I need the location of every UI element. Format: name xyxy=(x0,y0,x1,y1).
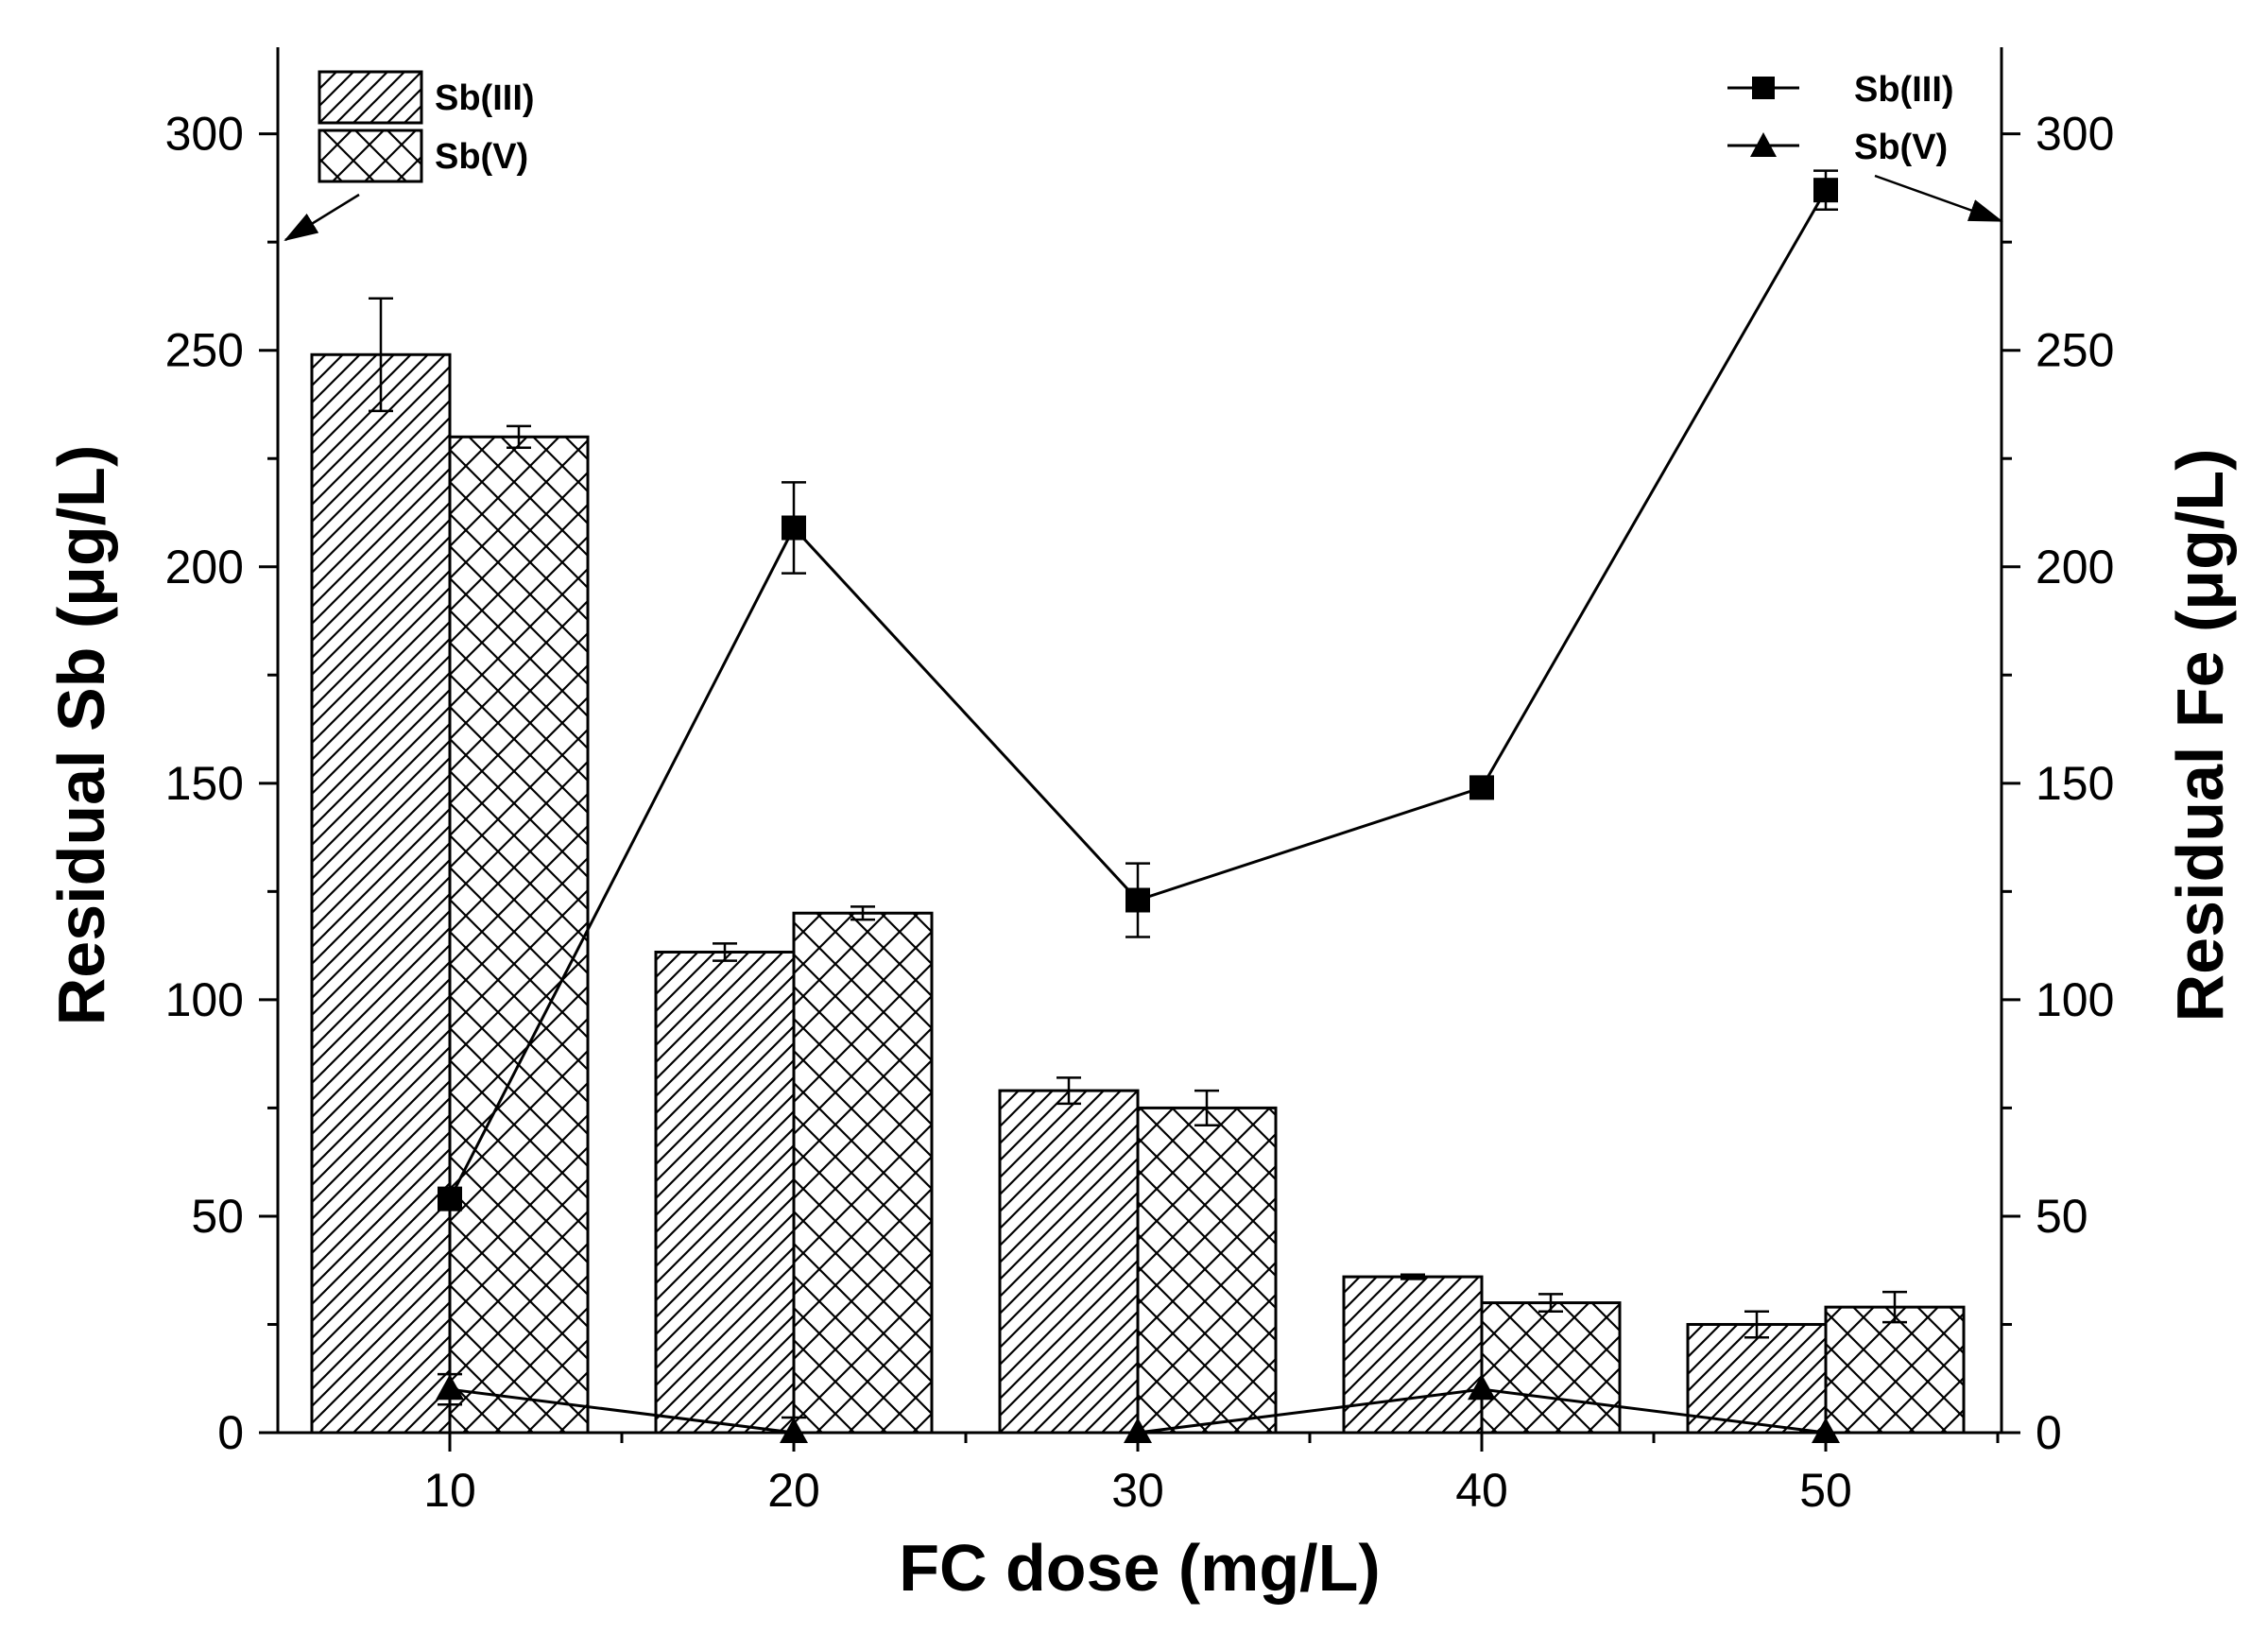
bar-sb5-30 xyxy=(1136,1106,1278,1435)
y-tick-label-right: 300 xyxy=(2036,108,2114,161)
x-tick-label: 30 xyxy=(1111,1464,1164,1517)
bar-sb3-50 xyxy=(1686,1322,1828,1435)
y-tick-label-right: 100 xyxy=(2036,973,2114,1026)
bar-sb5-10 xyxy=(448,435,590,1435)
y-tick-label-right: 50 xyxy=(2036,1190,2088,1243)
legend-lines: Sb(III) Sb(V) xyxy=(1727,70,2003,223)
point-sb3-30 xyxy=(1125,887,1150,913)
legend-line-label-sb3: Sb(III) xyxy=(1854,70,1954,110)
axes-layer: 0 0 50 50 100 100 150 150 200 200 250 250 300 300 10 20… xyxy=(165,47,2114,1517)
bar-sb3-30 xyxy=(998,1089,1140,1435)
y-tick-label-left: 100 xyxy=(165,973,244,1026)
y-tick-label-left: 150 xyxy=(165,757,244,810)
y-tick-label-right: 250 xyxy=(2036,324,2114,377)
bar-sb3-40 xyxy=(1342,1275,1484,1435)
legend-marker-square xyxy=(1752,77,1775,99)
legend-right-arrow xyxy=(1874,174,2003,223)
y-tick-label-left: 300 xyxy=(165,108,244,161)
bar-sb5-40 xyxy=(1480,1301,1622,1435)
x-tick-label: 10 xyxy=(423,1464,476,1517)
y-tick-label-left: 250 xyxy=(165,324,244,377)
point-sb3-50 xyxy=(1813,178,1838,203)
point-sb3-40 xyxy=(1469,775,1494,800)
y-tick-label-right: 200 xyxy=(2036,541,2114,593)
y-tick-label-left: 50 xyxy=(191,1190,244,1243)
bars-layer xyxy=(310,352,1966,1435)
point-sb5-20 xyxy=(780,1418,808,1443)
legend-left-arrow xyxy=(284,193,360,242)
x-tick-label: 20 xyxy=(767,1464,820,1517)
y-axis-title-left: Residual Sb (μg/L) xyxy=(44,445,118,1026)
bar-sb5-20 xyxy=(792,911,934,1435)
legend-swatch-crosshatch xyxy=(318,129,423,183)
point-sb5-10 xyxy=(436,1374,464,1401)
legend-line-label-sb5: Sb(V) xyxy=(1854,128,1948,167)
legend-bar-label-sb3: Sb(III) xyxy=(435,78,535,118)
bar-sb3-20 xyxy=(654,950,796,1435)
point-sb3-10 xyxy=(438,1186,462,1212)
legend-bar-label-sb5: Sb(V) xyxy=(435,137,528,177)
legend-bars: Sb(III) Sb(V) xyxy=(284,70,535,242)
bar-sb5-50 xyxy=(1824,1305,1966,1435)
bar-sb3-10 xyxy=(310,352,452,1435)
legend-swatch-diagonal xyxy=(318,70,423,125)
legend-marker-triangle xyxy=(1750,132,1777,157)
y-tick-label-right: 150 xyxy=(2036,757,2114,810)
x-axis-title: FC dose (mg/L) xyxy=(899,1531,1380,1605)
y-tick-label-left: 200 xyxy=(165,541,244,593)
point-sb5-50 xyxy=(1812,1418,1840,1443)
lines-layer xyxy=(436,169,1840,1443)
point-sb3-20 xyxy=(782,515,806,541)
bar-errors-layer xyxy=(369,297,1907,1339)
point-sb5-30 xyxy=(1124,1418,1152,1443)
y-tick-label-left: 0 xyxy=(217,1406,244,1459)
y-tick-label-right: 0 xyxy=(2036,1406,2062,1459)
y-axis-title-right: Residual Fe (μg/L) xyxy=(2163,449,2237,1023)
x-tick-label: 50 xyxy=(1799,1464,1852,1517)
point-sb5-40 xyxy=(1468,1374,1496,1401)
x-tick-label: 40 xyxy=(1455,1464,1508,1517)
